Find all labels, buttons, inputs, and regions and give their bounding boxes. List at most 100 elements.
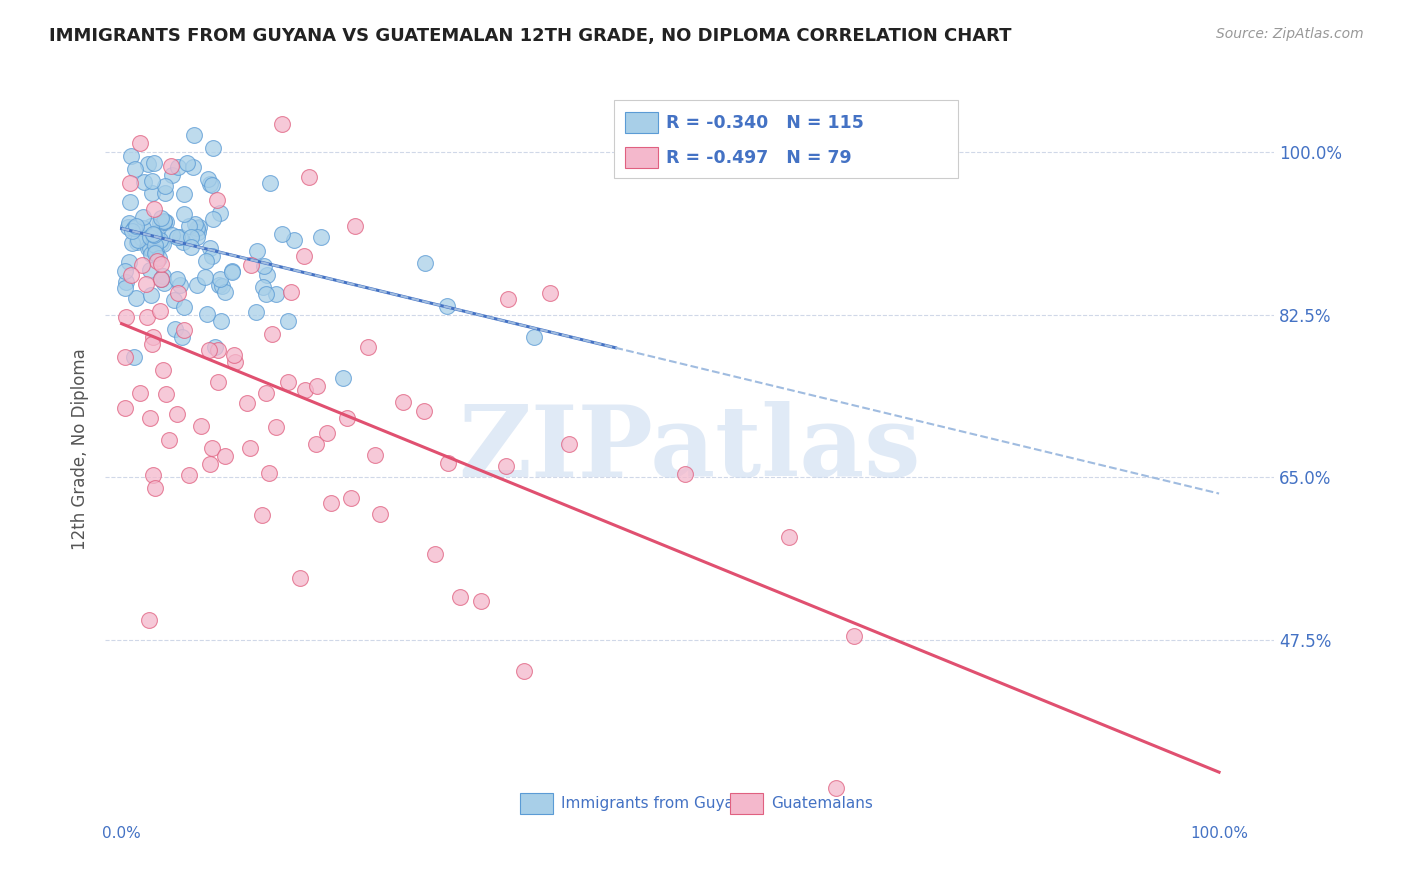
Point [118, 216, 141, 230]
Point [224, 349, 246, 363]
Point [132, 211, 155, 225]
Point [153, 215, 176, 229]
Point [195, 307, 218, 321]
Point [176, 156, 198, 170]
Point [149, 272, 172, 286]
Point [169, 277, 191, 292]
Point [114, 281, 136, 295]
Point [778, 530, 800, 544]
Point [149, 304, 172, 318]
Point [127, 233, 149, 247]
Point [117, 220, 139, 235]
Point [413, 404, 436, 418]
Point [198, 458, 221, 472]
Point [141, 247, 163, 261]
Point [209, 314, 232, 328]
FancyBboxPatch shape [520, 793, 553, 814]
Point [292, 249, 315, 263]
Point [166, 407, 188, 421]
Point [340, 491, 363, 505]
Point [245, 305, 267, 319]
Point [131, 259, 153, 273]
Point [209, 272, 232, 286]
Point [160, 159, 183, 173]
Point [162, 228, 184, 243]
Point [173, 323, 195, 337]
Point [127, 235, 149, 249]
Point [470, 594, 492, 608]
Point [141, 174, 163, 188]
Point [114, 350, 136, 364]
Point [252, 279, 274, 293]
FancyBboxPatch shape [626, 147, 658, 169]
Point [114, 263, 136, 277]
Point [139, 263, 162, 277]
Point [124, 161, 146, 176]
Point [283, 234, 305, 248]
Point [319, 496, 342, 510]
Point [425, 547, 447, 561]
Point [197, 172, 219, 186]
Text: IMMIGRANTS FROM GUYANA VS GUATEMALAN 12TH GRADE, NO DIPLOMA CORRELATION CHART: IMMIGRANTS FROM GUYANA VS GUATEMALAN 12T… [49, 27, 1012, 45]
Point [305, 436, 328, 450]
Point [179, 219, 201, 234]
Point [201, 178, 224, 193]
Point [357, 340, 380, 354]
Point [152, 363, 174, 377]
Point [205, 193, 228, 207]
Point [309, 230, 332, 244]
Point [177, 468, 200, 483]
Point [157, 433, 180, 447]
Point [264, 286, 287, 301]
Point [538, 285, 561, 300]
Point [153, 214, 176, 228]
Point [558, 436, 581, 450]
Point [183, 217, 205, 231]
Point [152, 237, 174, 252]
Point [139, 219, 162, 234]
Point [194, 269, 217, 284]
Point [169, 230, 191, 244]
Point [221, 264, 243, 278]
Point [118, 255, 141, 269]
Point [121, 268, 143, 282]
Point [167, 160, 190, 174]
Point [132, 220, 155, 235]
Point [188, 219, 211, 234]
Point [128, 385, 150, 400]
Point [143, 481, 166, 495]
Point [224, 355, 246, 369]
Point [186, 221, 208, 235]
Point [153, 276, 176, 290]
Point [153, 179, 176, 194]
FancyBboxPatch shape [731, 793, 763, 814]
Point [136, 157, 159, 171]
Point [449, 590, 471, 604]
Point [131, 231, 153, 245]
Point [195, 253, 218, 268]
Point [142, 202, 165, 216]
Point [141, 186, 163, 200]
Point [145, 226, 167, 240]
Point [143, 156, 166, 170]
Point [364, 449, 387, 463]
Point [149, 216, 172, 230]
Point [239, 258, 262, 272]
Point [207, 375, 229, 389]
Point [138, 613, 160, 627]
Point [259, 176, 281, 190]
Point [252, 508, 274, 522]
Point [254, 386, 277, 401]
Point [167, 285, 190, 300]
Point [264, 420, 287, 434]
Point [160, 169, 183, 183]
Point [139, 288, 162, 302]
Point [173, 301, 195, 315]
Point [207, 343, 229, 357]
Point [198, 178, 221, 192]
Point [294, 383, 316, 397]
Point [181, 161, 204, 175]
Point [148, 251, 170, 265]
Point [197, 343, 219, 357]
Point [120, 176, 142, 190]
